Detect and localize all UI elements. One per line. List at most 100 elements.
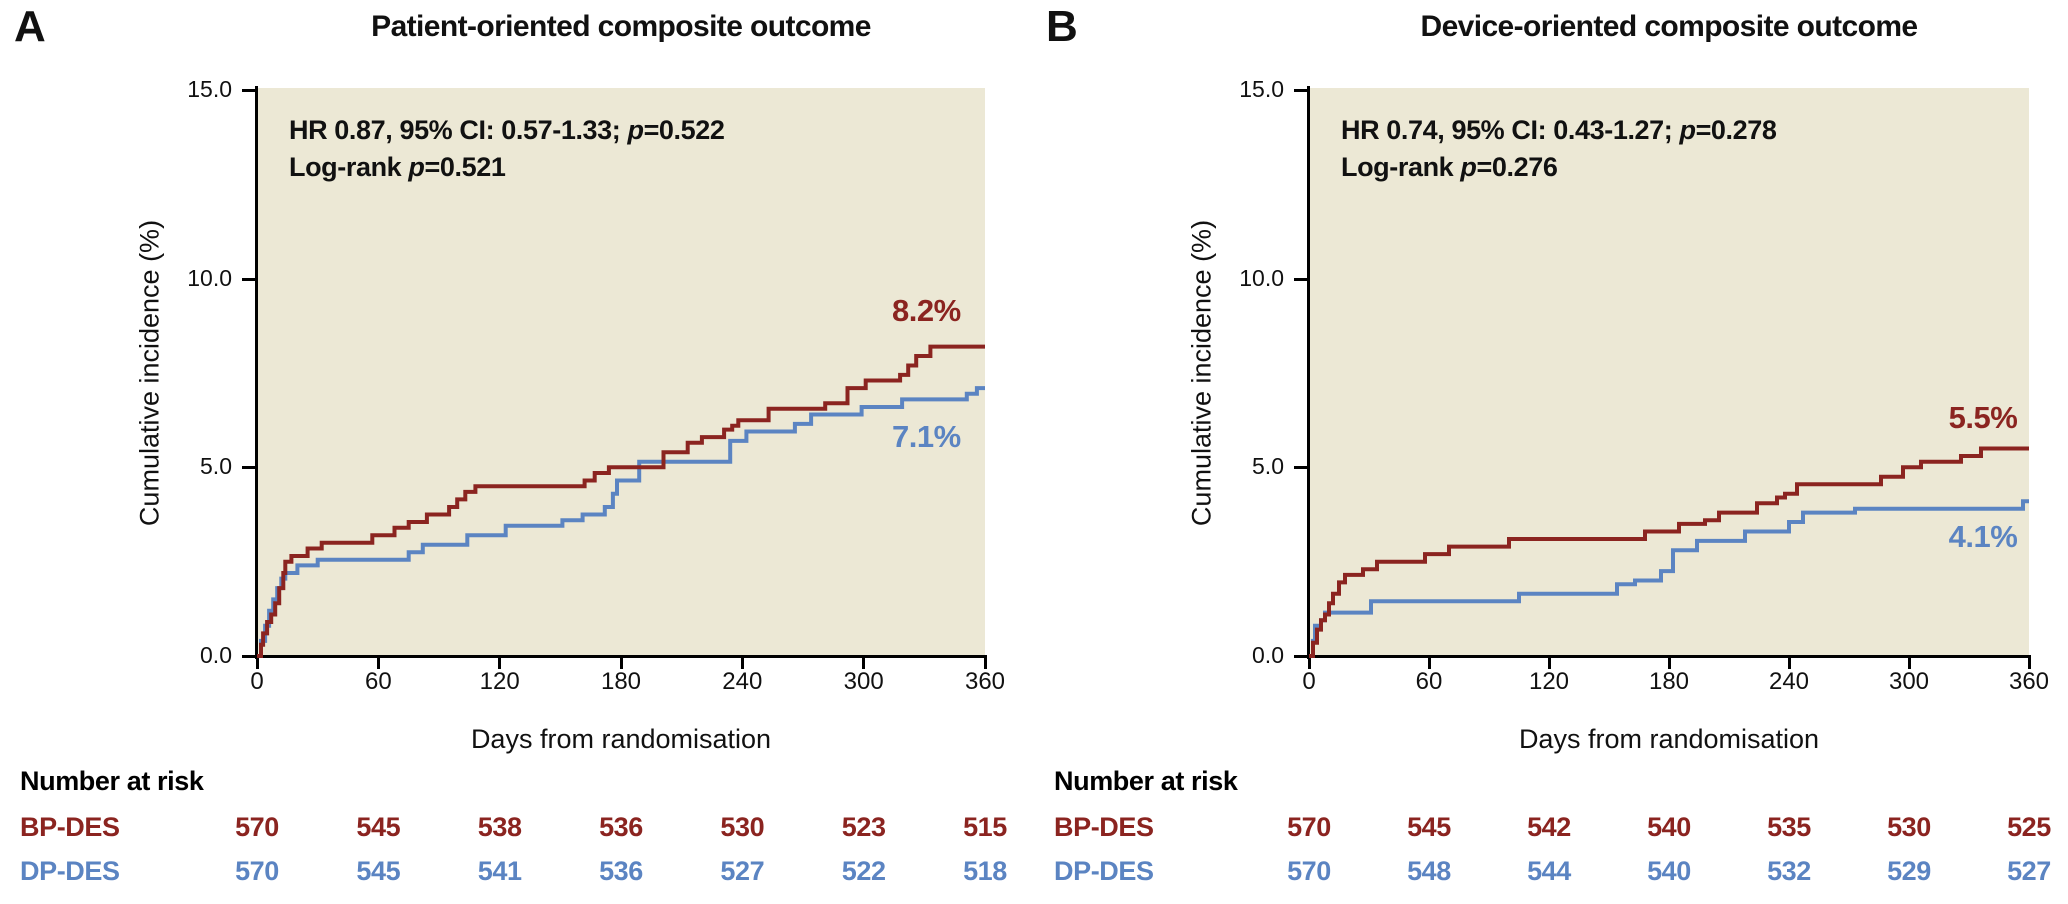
y-tick-label: 15.0	[1239, 76, 1284, 102]
x-tick-label: 60	[1415, 668, 1443, 695]
x-tick	[1787, 658, 1791, 669]
risk-value: 522	[841, 856, 886, 886]
risk-value: 570	[235, 856, 279, 886]
x-tick	[255, 658, 259, 669]
km-curves	[257, 344, 985, 658]
y-tick	[1294, 655, 1309, 658]
plot-area	[1309, 88, 2029, 656]
x-tick	[1667, 658, 1671, 669]
risk-value: 540	[1647, 812, 1691, 842]
risk-value: 536	[599, 856, 643, 886]
x-tick	[376, 658, 380, 669]
x-tick-label: 120	[479, 668, 520, 695]
y-axis-line	[1307, 86, 1310, 659]
x-tick-label: 180	[600, 668, 642, 695]
y-tick-label: 15.0	[187, 76, 232, 102]
y-tick-label: 10.0	[187, 264, 232, 291]
x-tick	[498, 658, 502, 669]
panel-title: Device-oriented composite outcome	[1420, 10, 1919, 43]
y-axis-line	[255, 86, 258, 659]
risk-value: 530	[1887, 812, 1931, 842]
y-tick-label: 5.0	[200, 453, 232, 480]
y-tick	[1294, 277, 1309, 281]
x-tick-label: 240	[722, 668, 763, 695]
x-tick	[2027, 658, 2031, 669]
risk-value: 535	[1767, 812, 1811, 842]
x-axis-line	[1307, 655, 2031, 658]
x-axis-line	[255, 655, 987, 658]
risk-value: 541	[477, 856, 522, 886]
risk-value: 538	[477, 812, 522, 842]
y-tick	[242, 89, 257, 92]
panel-letter: A	[14, 2, 46, 51]
x-tick-label: 0	[250, 668, 264, 695]
x-tick-label: 60	[364, 668, 392, 695]
risk-value: 536	[599, 812, 643, 842]
risk-value: 570	[1287, 856, 1331, 886]
risk-value: 527	[720, 856, 765, 886]
x-axis-title: Days from randomisation	[1518, 724, 1820, 754]
y-tick-label: 5.0	[1252, 453, 1284, 480]
x-tick-label: 360	[2008, 668, 2050, 695]
risk-value: 523	[841, 812, 886, 842]
x-tick-label: 300	[1888, 668, 1930, 695]
x-tick	[983, 658, 987, 669]
number-at-risk-header: Number at risk	[20, 766, 204, 796]
km-curve-dp-des	[1309, 499, 2029, 658]
risk-value: 530	[720, 812, 765, 842]
risk-value: 545	[356, 812, 401, 842]
x-tick	[1547, 658, 1551, 669]
number-at-risk-header: Number at risk	[1054, 766, 1238, 796]
risk-value: 532	[1767, 856, 1811, 886]
x-tick	[862, 658, 866, 669]
x-tick-label: 120	[1528, 668, 1570, 695]
y-tick	[242, 277, 257, 281]
logrank-text: Log-rank p=0.276	[1341, 152, 1558, 182]
risk-row-label-bp-des: BP-DES	[1054, 812, 1154, 842]
x-tick	[1307, 658, 1311, 669]
y-tick-label: 0.0	[200, 642, 232, 668]
stats-annotation: HR 0.74, 95% CI: 0.43-1.27; p=0.278 Log-…	[1341, 112, 1777, 186]
risk-value: 570	[1287, 812, 1331, 842]
x-tick-label: 180	[1648, 668, 1690, 695]
end-label-bp-des: 5.5%	[1948, 400, 2018, 436]
x-tick-label: 0	[1302, 668, 1316, 695]
risk-value: 540	[1647, 856, 1691, 886]
x-tick-label: 240	[1768, 668, 1810, 695]
risk-value: 527	[2007, 856, 2051, 886]
stats-annotation: HR 0.87, 95% CI: 0.57-1.33; p=0.522 Log-…	[289, 112, 725, 186]
risk-row-label-bp-des: BP-DES	[20, 812, 120, 842]
risk-row-label-dp-des: DP-DES	[1054, 856, 1154, 886]
risk-value: 545	[356, 856, 401, 886]
y-tick	[1294, 89, 1309, 92]
hr-text: HR 0.87, 95% CI: 0.57-1.33; p=0.522	[289, 115, 725, 145]
risk-value: 542	[1527, 812, 1571, 842]
y-tick-label: 10.0	[1239, 264, 1284, 291]
risk-value: 525	[2007, 812, 2051, 842]
y-tick-label: 0.0	[1252, 642, 1284, 668]
panel-letter: B	[1046, 2, 1078, 51]
panel-title: Patient-oriented composite outcome	[371, 10, 871, 43]
km-curve-bp-des	[257, 344, 985, 658]
x-tick	[1907, 658, 1911, 669]
km-curve-bp-des	[1309, 446, 2029, 658]
risk-value: 570	[235, 812, 279, 842]
hr-text: HR 0.74, 95% CI: 0.43-1.27; p=0.278	[1341, 115, 1777, 145]
x-axis-title: Days from randomisation	[470, 724, 772, 754]
risk-value: 529	[1887, 856, 1931, 886]
risk-value: 544	[1527, 856, 1571, 886]
end-label-dp-des: 4.1%	[1948, 519, 2018, 555]
risk-row-label-dp-des: DP-DES	[20, 856, 120, 886]
y-tick	[1294, 466, 1309, 470]
x-tick	[740, 658, 744, 669]
risk-value: 545	[1407, 812, 1451, 842]
y-tick	[242, 655, 257, 658]
risk-value: 515	[963, 812, 1007, 842]
x-tick	[619, 658, 623, 669]
x-tick-label: 300	[843, 668, 884, 695]
km-curves	[1309, 446, 2029, 658]
x-tick-label: 360	[964, 668, 1006, 695]
end-label-dp-des: 7.1%	[892, 419, 961, 455]
